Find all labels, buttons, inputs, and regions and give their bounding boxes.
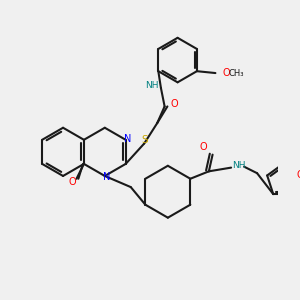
Text: O: O [223,68,230,78]
Text: NH: NH [232,161,245,170]
Text: N: N [103,172,110,182]
Text: N: N [124,134,131,144]
Text: O: O [200,142,207,152]
Text: O: O [297,170,300,180]
Text: NH: NH [145,81,158,90]
Text: O: O [68,176,76,187]
Text: CH₃: CH₃ [229,68,244,77]
Text: S: S [142,135,148,145]
Text: O: O [170,99,178,109]
